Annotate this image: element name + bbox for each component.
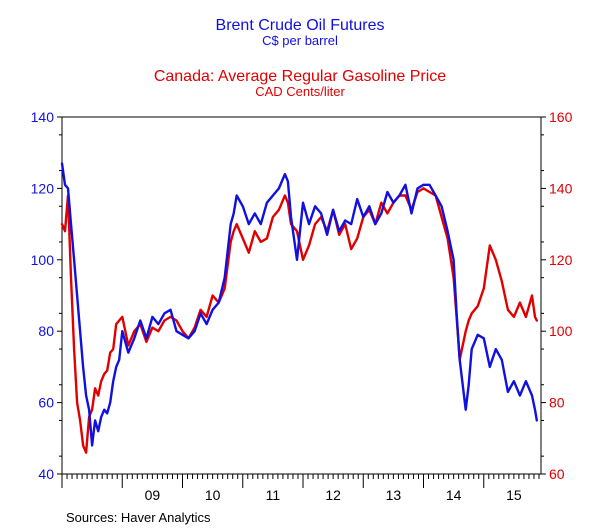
x-tick-label: 13 — [386, 487, 402, 503]
title-brent: Brent Crude Oil Futures — [216, 17, 385, 34]
x-tick-label: 15 — [506, 487, 522, 503]
y-left-tick-label: 80 — [38, 323, 54, 339]
y-right-tick-label: 100 — [549, 323, 573, 339]
x-tick-label: 11 — [266, 487, 281, 503]
x-tick-label: 12 — [325, 487, 341, 503]
y-right-tick-label: 160 — [549, 109, 573, 125]
y-left-tick-label: 120 — [31, 180, 55, 196]
series-line-brent — [60, 162, 538, 447]
subtitle-brent: C$ per barrel — [262, 33, 338, 48]
title-gasoline: Canada: Average Regular Gasoline Price — [154, 68, 446, 85]
y-left-tick-label: 40 — [38, 466, 54, 482]
x-tick-label: 09 — [145, 487, 161, 503]
x-tick-label: 14 — [446, 487, 462, 503]
y-right-tick-label: 80 — [549, 395, 565, 411]
y-left-tick-label: 100 — [31, 252, 55, 268]
subtitle-gasoline: CAD Cents/liter — [255, 84, 345, 99]
y-left-tick-label: 140 — [31, 109, 55, 125]
y-right-tick-label: 60 — [549, 466, 565, 482]
x-tick-label: 10 — [205, 487, 221, 503]
y-left-tick-label: 60 — [38, 395, 54, 411]
y-right-tick-label: 120 — [549, 252, 573, 268]
plot-frame — [61, 116, 542, 475]
source-label: Sources: Haver Analytics — [66, 510, 211, 525]
y-right-tick-label: 140 — [549, 180, 573, 196]
